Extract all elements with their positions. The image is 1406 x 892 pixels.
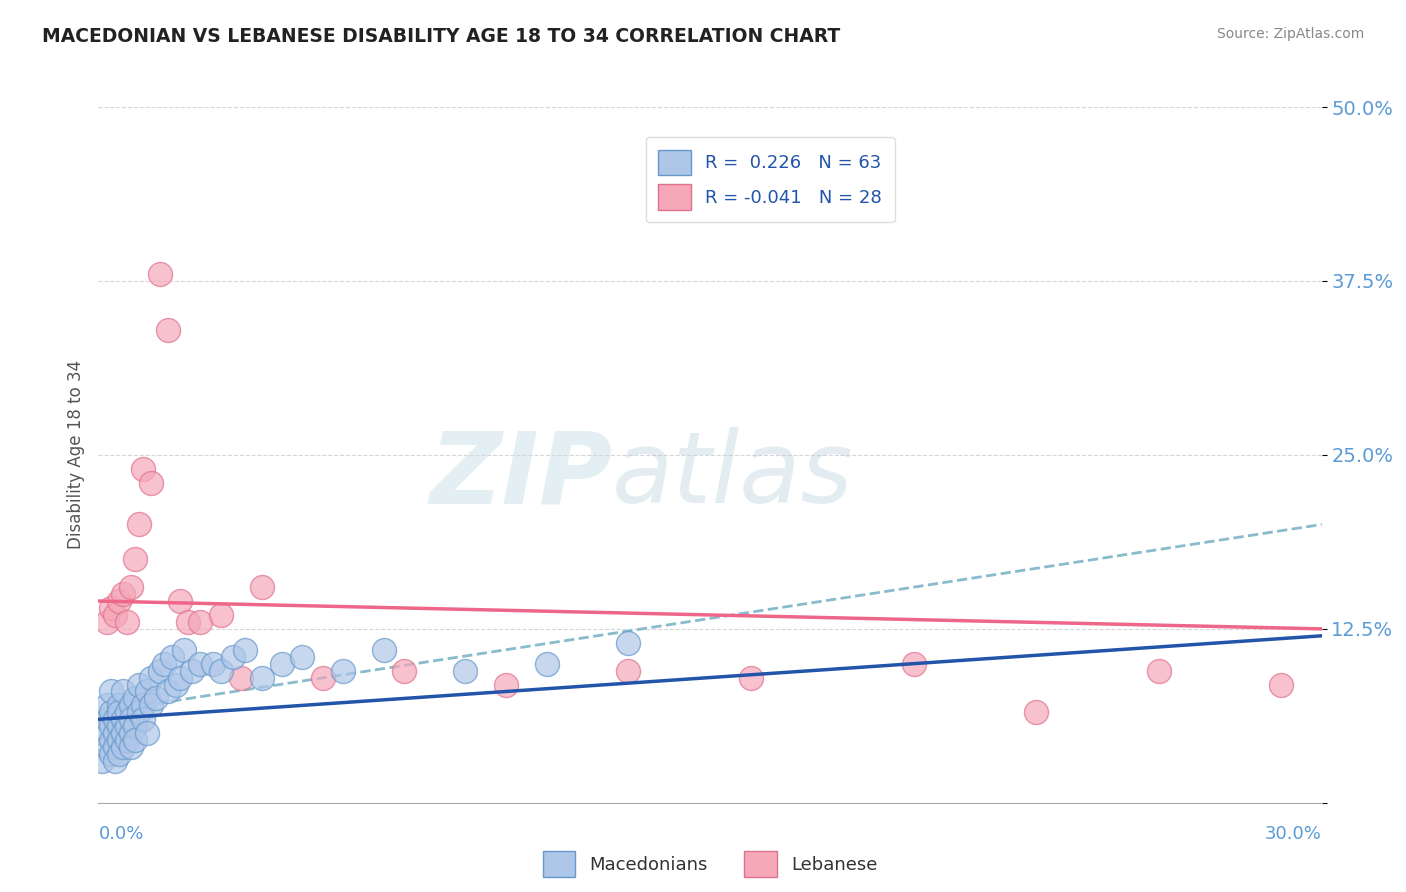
Point [132,698,155,713]
Point [115,719,138,733]
Point [120,698,142,713]
Point [115,615,138,629]
Point [141,475,163,490]
Point [124,719,146,733]
Point [495,677,517,691]
Point [136,684,159,698]
Point [132,712,155,726]
Point [104,754,127,768]
Point [124,691,146,706]
Legend: Macedonians, Lebanese: Macedonians, Lebanese [536,844,884,884]
Point [115,706,138,720]
Point [160,649,183,664]
Point [156,684,179,698]
Y-axis label: Disability Age 18 to 34: Disability Age 18 to 34 [66,360,84,549]
Point [124,552,146,566]
Point [128,517,150,532]
Point [104,712,127,726]
Point [108,698,131,713]
Point [111,587,134,601]
Point [209,607,232,622]
Point [169,671,191,685]
Point [392,664,416,678]
Point [173,642,195,657]
Point [120,712,142,726]
Point [152,657,174,671]
Point [111,684,134,698]
Text: MACEDONIAN VS LEBANESE DISABILITY AGE 18 TO 34 CORRELATION CHART: MACEDONIAN VS LEBANESE DISABILITY AGE 18… [42,27,841,45]
Point [108,719,131,733]
Point [231,671,253,685]
Point [124,733,146,747]
Point [108,594,131,608]
Point [332,664,354,678]
Point [454,664,477,678]
Point [136,726,159,740]
Point [111,712,134,726]
Point [188,657,212,671]
Point [104,607,127,622]
Point [188,615,212,629]
Point [111,740,134,755]
Point [165,677,187,691]
Point [270,657,294,671]
Point [149,267,172,281]
Point [132,462,155,476]
Text: Source: ZipAtlas.com: Source: ZipAtlas.com [1216,27,1364,41]
Point [201,657,224,671]
Point [100,706,122,720]
Point [96,712,118,726]
Point [100,747,122,761]
Point [222,649,245,664]
Point [108,747,131,761]
Point [104,726,127,740]
Text: 0.0%: 0.0% [98,825,143,843]
Point [156,323,179,337]
Point [536,657,558,671]
Point [111,726,134,740]
Point [115,733,138,747]
Point [149,664,172,678]
Point [373,642,395,657]
Point [177,615,200,629]
Point [120,726,142,740]
Point [96,615,118,629]
Point [108,733,131,747]
Point [141,671,163,685]
Point [740,671,762,685]
Point [291,649,314,664]
Text: ZIP: ZIP [429,427,612,524]
Point [96,740,118,755]
Point [141,698,163,713]
Point [100,719,122,733]
Point [120,740,142,755]
Point [128,706,150,720]
Point [104,740,127,755]
Point [209,664,232,678]
Point [100,684,122,698]
Point [903,657,925,671]
Point [250,580,273,594]
Point [1147,664,1170,678]
Point [91,726,114,740]
Point [169,594,191,608]
Point [1270,677,1292,691]
Point [617,636,640,650]
Point [145,691,167,706]
Point [233,642,256,657]
Point [91,754,114,768]
Text: atlas: atlas [612,427,853,524]
Point [108,706,131,720]
Point [181,664,204,678]
Point [312,671,335,685]
Point [120,580,142,594]
Point [617,664,640,678]
Text: 30.0%: 30.0% [1265,825,1322,843]
Point [100,601,122,615]
Point [128,677,150,691]
Point [250,671,273,685]
Point [1025,706,1047,720]
Point [96,698,118,713]
Point [100,733,122,747]
